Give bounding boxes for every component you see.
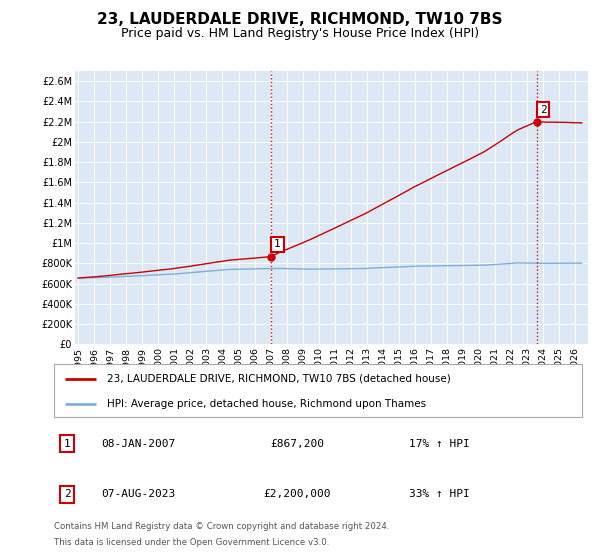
Text: 17% ↑ HPI: 17% ↑ HPI <box>409 439 470 449</box>
Text: 1: 1 <box>64 439 71 449</box>
Text: 2: 2 <box>64 489 71 499</box>
Text: HPI: Average price, detached house, Richmond upon Thames: HPI: Average price, detached house, Rich… <box>107 399 426 409</box>
Text: 2: 2 <box>540 105 547 115</box>
Text: 07-AUG-2023: 07-AUG-2023 <box>101 489 176 499</box>
Text: Contains HM Land Registry data © Crown copyright and database right 2024.: Contains HM Land Registry data © Crown c… <box>54 522 389 531</box>
Text: £867,200: £867,200 <box>270 439 324 449</box>
Text: 23, LAUDERDALE DRIVE, RICHMOND, TW10 7BS: 23, LAUDERDALE DRIVE, RICHMOND, TW10 7BS <box>97 12 503 27</box>
Text: 1: 1 <box>274 240 281 250</box>
Text: This data is licensed under the Open Government Licence v3.0.: This data is licensed under the Open Gov… <box>54 538 329 547</box>
Text: 08-JAN-2007: 08-JAN-2007 <box>101 439 176 449</box>
Text: Price paid vs. HM Land Registry's House Price Index (HPI): Price paid vs. HM Land Registry's House … <box>121 27 479 40</box>
Text: 23, LAUDERDALE DRIVE, RICHMOND, TW10 7BS (detached house): 23, LAUDERDALE DRIVE, RICHMOND, TW10 7BS… <box>107 374 451 384</box>
Text: 33% ↑ HPI: 33% ↑ HPI <box>409 489 470 499</box>
Text: £2,200,000: £2,200,000 <box>263 489 331 499</box>
